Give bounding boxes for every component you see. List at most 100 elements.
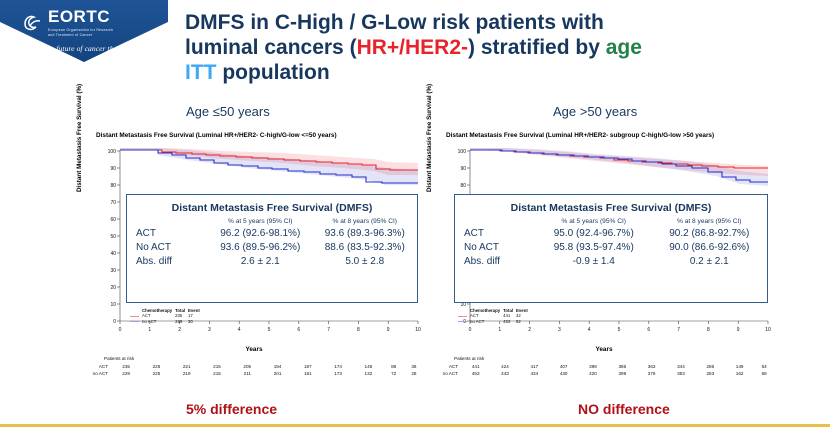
svg-text:4: 4 (238, 327, 241, 333)
svg-text:5: 5 (618, 327, 621, 333)
eortc-logo: EORTC European Organisation for Research… (22, 8, 152, 53)
row-label-absdiff-right: Abs. diff (464, 255, 500, 267)
age-label-left: Age ≤50 years (186, 104, 270, 119)
legend-swatch-noact-icon (130, 320, 139, 323)
eortc-subtitle-line2: and Treatment of Cancer (48, 33, 93, 38)
risk-cell: 226 (152, 364, 161, 369)
act-5y-left: 96.2 (92.6-98.1%) (220, 227, 301, 239)
table-row: No ACT 93.6 (89.5-96.2%) 88.6 (83.5-92.3… (127, 240, 417, 254)
risk-cell: 221 (182, 364, 191, 369)
title-line2-prefix: luminal cancers ( (185, 36, 357, 59)
title-line2-mid: ) stratified by (468, 36, 606, 59)
risk-cell: 149 (735, 364, 744, 369)
result-col2-header-right: % at 8 years (95% CI) (677, 217, 742, 225)
result-box-right: Distant Metastasis Free Survival (DMFS) … (454, 194, 768, 303)
risk-cell: 162 (735, 371, 744, 376)
legend-header-chemo-left: Chemotherapy (142, 308, 173, 313)
risk-cell: 386 (618, 364, 627, 369)
legend-total-noact-left: 229 (175, 318, 183, 324)
legend-event-act-right: 42 (516, 313, 521, 319)
risk-cell: 211 (243, 371, 251, 376)
legend-name-act-left: ACT (142, 313, 151, 319)
svg-text:50: 50 (110, 234, 116, 240)
x-axis-label-right: Years (595, 346, 613, 353)
risk-cell: 441 (471, 364, 480, 369)
risk-cell: 174 (334, 364, 342, 369)
eortc-wordmark: EORTC (48, 7, 110, 26)
legend-event-noact-right: 52 (516, 318, 521, 324)
row-label-noact-right: No ACT (464, 241, 500, 253)
svg-text:90: 90 (110, 166, 116, 172)
legend-swatch-noact-icon (458, 320, 467, 323)
risk-cell: 36 (411, 364, 417, 369)
risk-title-right: Patients at risk (454, 356, 485, 361)
result-col1-header-left: % at 5 years (95% CI) (228, 217, 293, 225)
risk-cell: 430 (559, 371, 568, 376)
risk-cell: 399 (618, 371, 627, 376)
svg-text:70: 70 (110, 200, 116, 206)
eortc-ribbon-icon (22, 12, 44, 34)
svg-text:5: 5 (268, 327, 271, 333)
km-panel-age-le50: Distant Metastasis Free Survival (Lumina… (76, 84, 430, 400)
result-box-left: Distant Metastasis Free Survival (DMFS) … (126, 194, 418, 303)
svg-text:6: 6 (647, 327, 650, 333)
svg-text:10: 10 (110, 302, 116, 308)
result-col1-header-right: % at 5 years (95% CI) (561, 217, 627, 225)
result-box-title-left: Distant Metastasis Free Survival (DMFS) (171, 202, 373, 214)
svg-text:0: 0 (113, 319, 116, 325)
title-age-highlight: age (605, 36, 642, 59)
legend-name-noact-right: no ACT (470, 318, 485, 324)
title-line3-rest: population (216, 61, 330, 84)
risk-cell: 283 (706, 371, 715, 376)
legend-header-chemo-right: Chemotherapy (470, 308, 501, 313)
risk-label-noact-right: no ACT (442, 371, 458, 376)
risk-label-act-right: ACT (448, 364, 458, 369)
act-8y-left: 93.6 (89.3-96.3%) (324, 227, 405, 239)
svg-text:3: 3 (208, 327, 211, 333)
svg-text:6: 6 (297, 327, 300, 333)
risk-cell: 420 (589, 371, 597, 376)
risk-cell: 64 (761, 364, 767, 369)
legend-swatch-act-icon (458, 315, 467, 317)
noact-8y-left: 88.6 (83.5-92.3%) (324, 241, 405, 253)
footer-rule (0, 424, 830, 427)
svg-text:8: 8 (357, 327, 360, 333)
svg-text:2: 2 (528, 327, 531, 333)
risk-cell: 181 (303, 371, 312, 376)
risk-cell: 353 (677, 371, 685, 376)
table-row: ACT 235 226 221 215 205 194 187 174 148 … (80, 363, 424, 370)
svg-text:8: 8 (707, 327, 710, 333)
risk-cell: 215 (213, 371, 221, 376)
absdiff-8y-right: 0.2 ± 2.1 (689, 255, 729, 267)
result-table-right: % at 5 years (95% CI) % at 8 years (95% … (455, 216, 767, 268)
title-line-2: luminal cancers (HR+/HER2-) stratified b… (185, 35, 825, 60)
chart-title-left: Distant Metastasis Free Survival (Lumina… (96, 132, 337, 139)
risk-cell: 229 (122, 371, 130, 376)
table-row: ACT 441 424 417 407 398 386 363 344 286 … (430, 363, 774, 370)
table-row: Abs. diff 2.6 ± 2.1 5.0 ± 2.8 (127, 254, 417, 268)
legend-row-act-right: ACT 441 42 (458, 313, 531, 318)
svg-text:10: 10 (460, 302, 466, 308)
risk-label-noact-left: no ACT (92, 371, 108, 376)
noact-5y-left: 93.6 (89.5-96.2%) (220, 241, 301, 253)
svg-text:7: 7 (677, 327, 680, 333)
conclusion-left: 5% difference (186, 401, 278, 417)
y-axis-label-left: Distant Metastasis Free Survival (%) (76, 83, 83, 192)
risk-cell: 376 (647, 371, 656, 376)
legend-total-act-right: 441 (503, 313, 511, 319)
row-label-act-left: ACT (136, 227, 156, 239)
title-line-3: ITT population (185, 60, 825, 85)
risk-cell: 417 (530, 364, 539, 369)
risk-cell: 286 (706, 364, 715, 369)
table-row: no ACT 229 225 219 215 211 201 181 173 1… (80, 370, 424, 377)
title-hr-her2: HR+/HER2- (356, 36, 469, 59)
risk-label-act-left: ACT (98, 364, 108, 369)
row-label-noact-left: No ACT (136, 241, 172, 253)
risk-cell: 215 (213, 364, 221, 369)
legend-row-act-left: ACT 235 17 (130, 313, 203, 318)
risk-cell: 173 (334, 371, 342, 376)
svg-text:2: 2 (178, 327, 181, 333)
legend-event-noact-left: 30 (188, 318, 193, 324)
legend-row-noact-right: no ACT 453 52 (458, 319, 531, 324)
legend-row-noact-left: no ACT 229 30 (130, 319, 203, 324)
